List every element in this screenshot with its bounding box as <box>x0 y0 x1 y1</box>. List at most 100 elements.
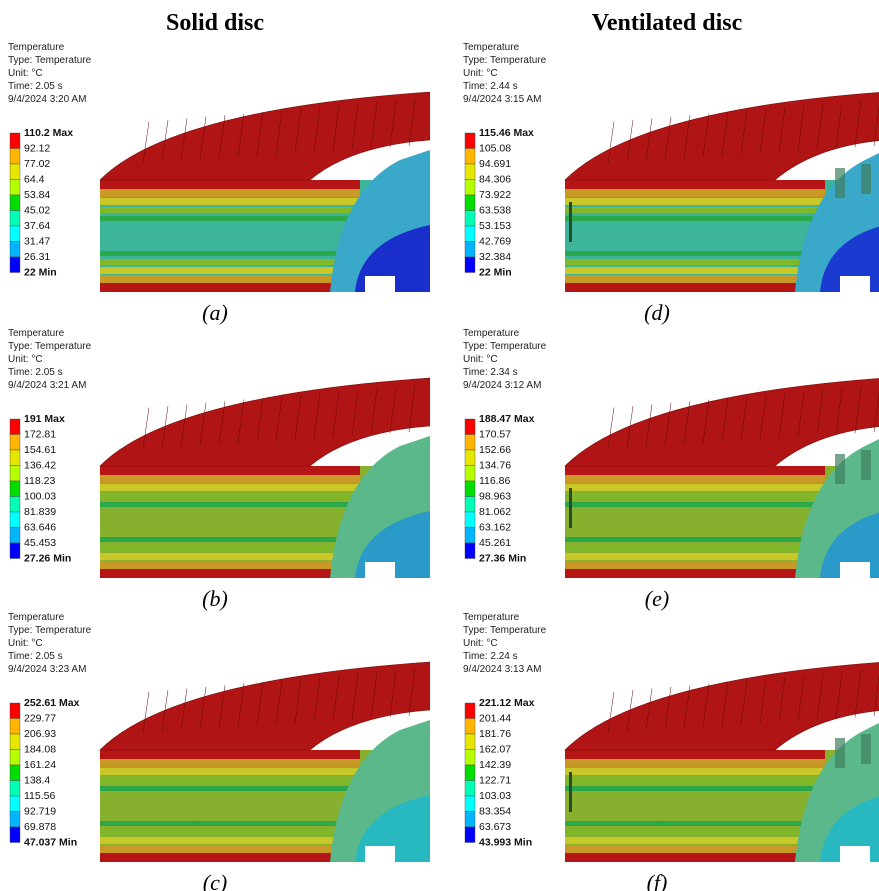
disc-edge <box>389 670 397 718</box>
disc-band <box>100 537 360 542</box>
result-info: Time: 2.05 s <box>8 651 63 662</box>
legend-swatch <box>9 764 21 781</box>
disc-edge <box>351 673 359 720</box>
legend-swatch <box>464 132 476 149</box>
result-info: Type: Temperature <box>463 55 547 66</box>
disc-band <box>565 283 825 292</box>
legend-swatch <box>464 434 476 451</box>
disc-edge <box>835 672 843 719</box>
disc-edge <box>313 393 321 439</box>
legend-swatch <box>9 496 21 513</box>
disc-band <box>100 207 360 213</box>
disc-edge <box>389 386 397 434</box>
legend-swatch <box>464 718 476 735</box>
legend-label: 53.84 <box>24 189 50 201</box>
disc-edge <box>332 675 340 721</box>
vent-edge <box>569 772 572 812</box>
panel-caption: (c) <box>203 870 227 891</box>
result-info: Time: 2.24 s <box>463 651 518 662</box>
disc-edge <box>873 105 879 147</box>
legend-label: 134.76 <box>479 459 511 471</box>
disc-edge <box>199 686 207 730</box>
legend-label: 63.646 <box>24 521 56 533</box>
disc-band <box>565 251 825 256</box>
disc-edge <box>721 681 729 726</box>
result-info: 9/4/2024 3:15 AM <box>463 94 541 105</box>
disc-edge <box>778 677 786 723</box>
disc-core <box>100 222 215 250</box>
legend-swatch <box>9 179 21 196</box>
disc-edge <box>626 119 634 162</box>
disc-core <box>565 508 680 536</box>
disc-band <box>565 837 825 844</box>
disc-edge <box>607 691 615 733</box>
legend-swatch <box>464 811 476 828</box>
legend-label: 81.062 <box>479 506 511 518</box>
disc-band <box>100 786 360 791</box>
legend-swatch <box>9 194 21 211</box>
legend-label: 77.02 <box>24 158 50 170</box>
mask-right <box>430 366 450 596</box>
disc-core <box>565 222 680 250</box>
legend-label: 83.354 <box>479 805 511 817</box>
legend-swatch <box>9 465 21 482</box>
disc-edge <box>797 391 805 437</box>
result-info: Type: Temperature <box>8 625 92 636</box>
legend-swatch <box>464 749 476 766</box>
disc-edge <box>142 691 150 733</box>
disc-band <box>100 267 360 274</box>
cutout <box>365 562 395 586</box>
legend-swatch <box>9 826 21 843</box>
disc-edge <box>161 405 169 448</box>
disc-edge <box>370 672 378 719</box>
legend-label: 63.673 <box>479 821 511 833</box>
disc-edge <box>607 407 615 449</box>
disc-edge <box>294 394 302 440</box>
disc-edge <box>408 669 416 717</box>
legend-label: 152.66 <box>479 444 511 456</box>
disc-hub-inner <box>820 796 879 862</box>
legend-label: 37.64 <box>24 220 50 232</box>
disc-hub-inner <box>355 225 430 292</box>
disc-band <box>100 759 360 767</box>
result-info: Unit: °C <box>463 638 498 649</box>
legend-label: 229.77 <box>24 712 56 724</box>
legend-label: 118.23 <box>24 475 55 487</box>
result-info: Time: 2.34 s <box>463 367 518 378</box>
disc-edge <box>721 111 729 156</box>
legend-label: 27.26 Min <box>24 552 71 564</box>
disc-band <box>100 216 360 221</box>
disc-band <box>100 493 360 499</box>
legend-label: 32.384 <box>479 251 511 263</box>
disc-edge <box>370 388 378 435</box>
legend-label: 136.42 <box>24 459 56 471</box>
disc-top <box>564 378 879 467</box>
disc-edge <box>683 401 691 445</box>
legend-label: 45.453 <box>24 537 56 549</box>
legend-label: 43.993 Min <box>479 836 532 848</box>
disc-band <box>100 561 360 569</box>
disc-band <box>100 768 360 775</box>
legend-label: 26.31 <box>24 251 50 263</box>
disc-edge <box>218 115 226 159</box>
disc-edge <box>408 99 416 147</box>
result-info: 9/4/2024 3:20 AM <box>8 94 86 105</box>
disc-edge <box>180 404 188 447</box>
disc-edge <box>142 407 150 449</box>
result-info: Type: Temperature <box>463 625 547 636</box>
result-info: Temperature <box>463 42 520 53</box>
disc-band <box>565 502 825 507</box>
cutout <box>365 846 395 870</box>
legend-swatch <box>464 225 476 242</box>
disc-render <box>99 366 450 596</box>
disc-edge <box>702 113 710 157</box>
disc-band <box>565 207 825 213</box>
legend-swatch <box>464 148 476 165</box>
disc-band <box>565 475 825 483</box>
disc-edge <box>237 399 245 443</box>
disc-band <box>565 189 825 197</box>
disc-top <box>99 91 431 181</box>
legend-label: 64.4 <box>24 173 45 185</box>
disc-edge <box>683 685 691 729</box>
disc-hub-inner <box>820 512 879 578</box>
